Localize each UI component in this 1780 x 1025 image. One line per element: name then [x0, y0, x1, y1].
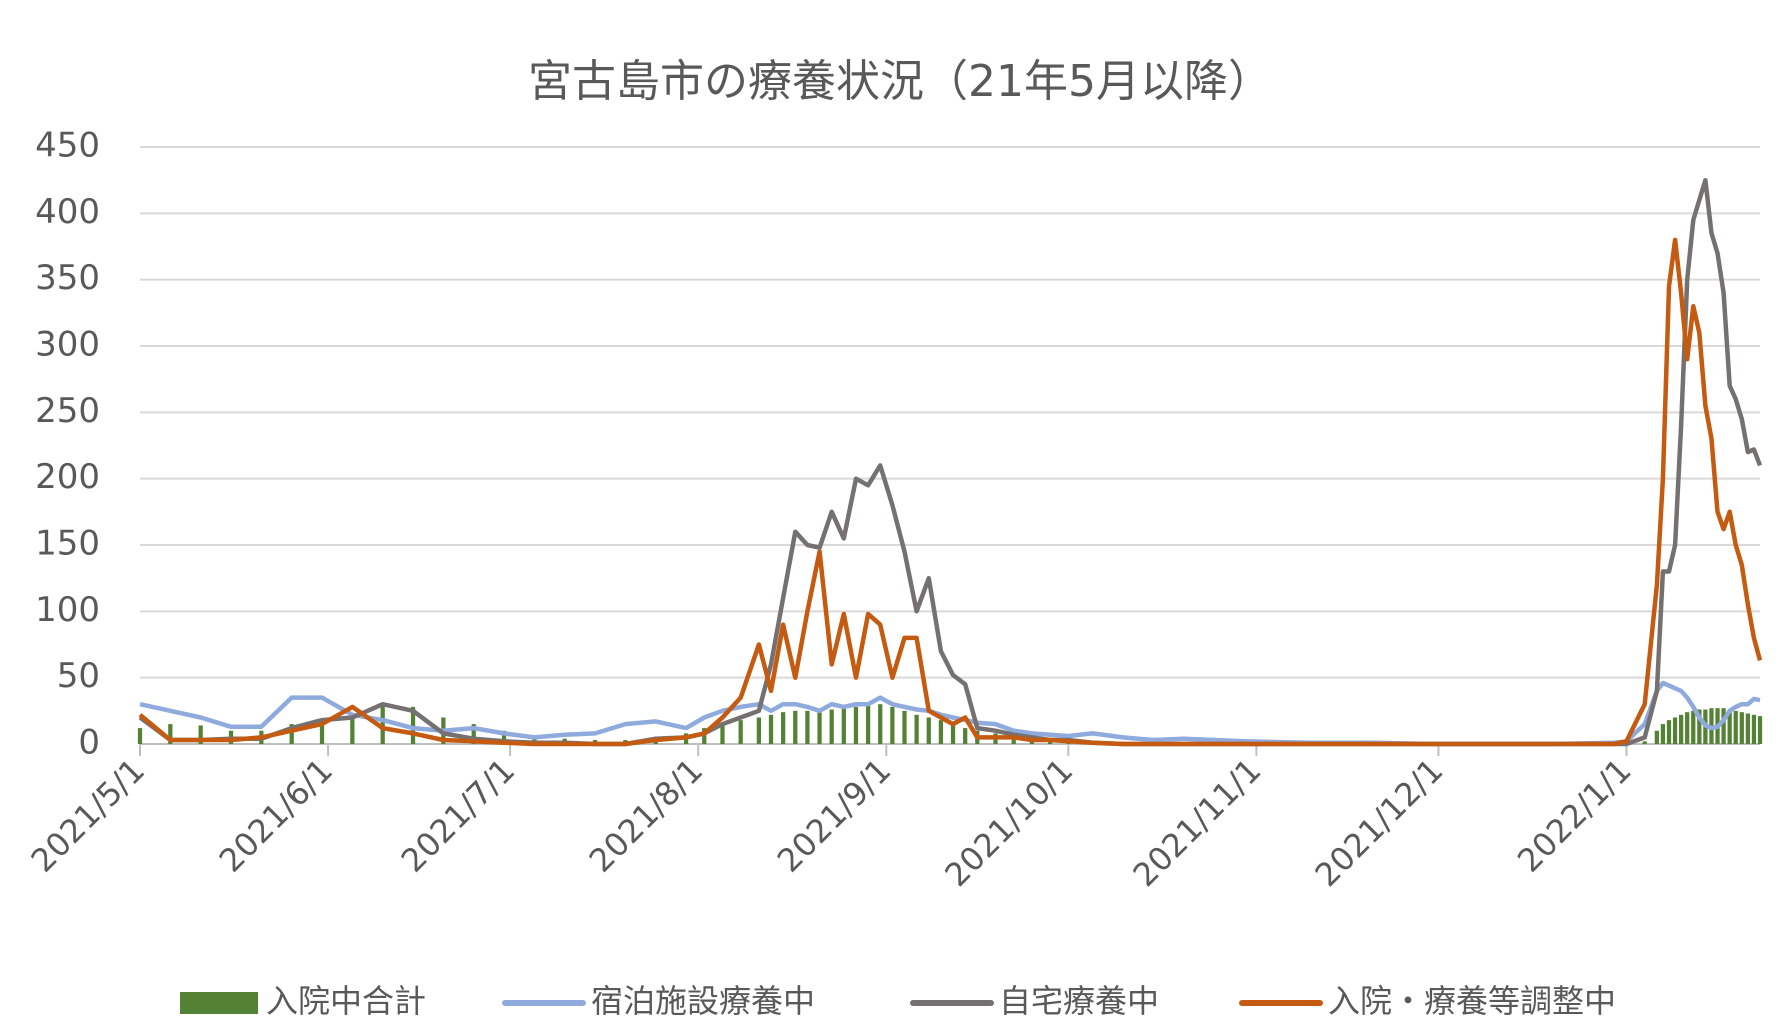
- bar: [1672, 717, 1678, 744]
- bar: [829, 709, 834, 744]
- bar: [890, 706, 895, 744]
- legend-label: 自宅療養中: [999, 982, 1159, 1020]
- bar: [410, 706, 416, 744]
- bar: [1011, 736, 1016, 744]
- bar: [1739, 712, 1744, 744]
- bar: [501, 730, 507, 744]
- bar: [926, 717, 931, 744]
- bar: [878, 704, 883, 744]
- line: [138, 177, 1763, 747]
- bar: [198, 725, 203, 744]
- bar: [350, 714, 355, 744]
- bar: [1660, 724, 1666, 744]
- bar: [319, 720, 325, 744]
- y-tick-label: 300: [35, 325, 100, 365]
- y-tick-label: 150: [35, 524, 100, 564]
- bar: [1642, 741, 1647, 744]
- legend-label: 入院中合計: [266, 982, 426, 1020]
- bar: [168, 724, 173, 744]
- bar: [1685, 712, 1690, 744]
- bar: [938, 720, 944, 744]
- bar: [1745, 713, 1750, 744]
- x-tick-label: 2021/12/1: [1308, 751, 1451, 894]
- y-tick-label: 400: [35, 192, 100, 232]
- legend-label: 入院・療養等調整中: [1328, 982, 1616, 1020]
- legend-swatch: [180, 992, 258, 1014]
- bar: [380, 704, 385, 744]
- x-tick-label: 2021/10/1: [937, 751, 1080, 894]
- x-tick-label: 2021/7/1: [394, 751, 522, 879]
- bar: [963, 728, 968, 744]
- bar: [137, 728, 143, 744]
- y-tick-label: 100: [35, 590, 100, 630]
- x-tick-label: 2022/1/1: [1510, 751, 1638, 879]
- bar: [793, 710, 798, 744]
- bar: [756, 717, 761, 744]
- y-tick-label: 50: [57, 656, 100, 696]
- x-tick-label: 2021/11/1: [1126, 751, 1269, 894]
- chart-title: 宮古島市の療養状況（21年5月以降）: [528, 56, 1272, 107]
- bar: [532, 736, 537, 744]
- bar: [1733, 710, 1738, 744]
- bar: [768, 714, 774, 744]
- bar: [471, 724, 476, 744]
- y-tick-label: 450: [35, 126, 100, 166]
- bar: [817, 712, 822, 744]
- y-tick-label: 250: [35, 391, 100, 431]
- bar: [902, 710, 907, 744]
- bar: [289, 724, 294, 744]
- bar: [720, 724, 725, 744]
- bar: [805, 710, 810, 744]
- x-tick-label: 2021/5/1: [24, 751, 152, 879]
- bar: [1757, 716, 1763, 744]
- bar: [1691, 710, 1696, 744]
- bar: [950, 724, 956, 744]
- bar: [1654, 730, 1659, 744]
- bar: [1697, 709, 1702, 744]
- bar: [1666, 720, 1672, 744]
- bar: [1679, 714, 1684, 744]
- x-tick-label: 2021/8/1: [582, 751, 710, 879]
- line: [138, 237, 1763, 747]
- bar: [702, 728, 707, 744]
- bar: [1727, 709, 1732, 744]
- bar: [1751, 714, 1757, 744]
- bar: [914, 714, 919, 744]
- bar: [1721, 708, 1726, 744]
- y-tick-label: 0: [78, 723, 100, 763]
- bar: [865, 704, 871, 744]
- x-tick-label: 2021/6/1: [212, 751, 340, 879]
- y-tick-label: 350: [35, 258, 100, 298]
- bar: [853, 706, 859, 744]
- legend-label: 宿泊施設療養中: [591, 982, 815, 1020]
- x-tick-label: 2021/9/1: [770, 751, 898, 879]
- y-tick-label: 200: [35, 457, 100, 497]
- bar: [738, 720, 743, 744]
- bar: [781, 712, 786, 744]
- bar: [841, 708, 846, 744]
